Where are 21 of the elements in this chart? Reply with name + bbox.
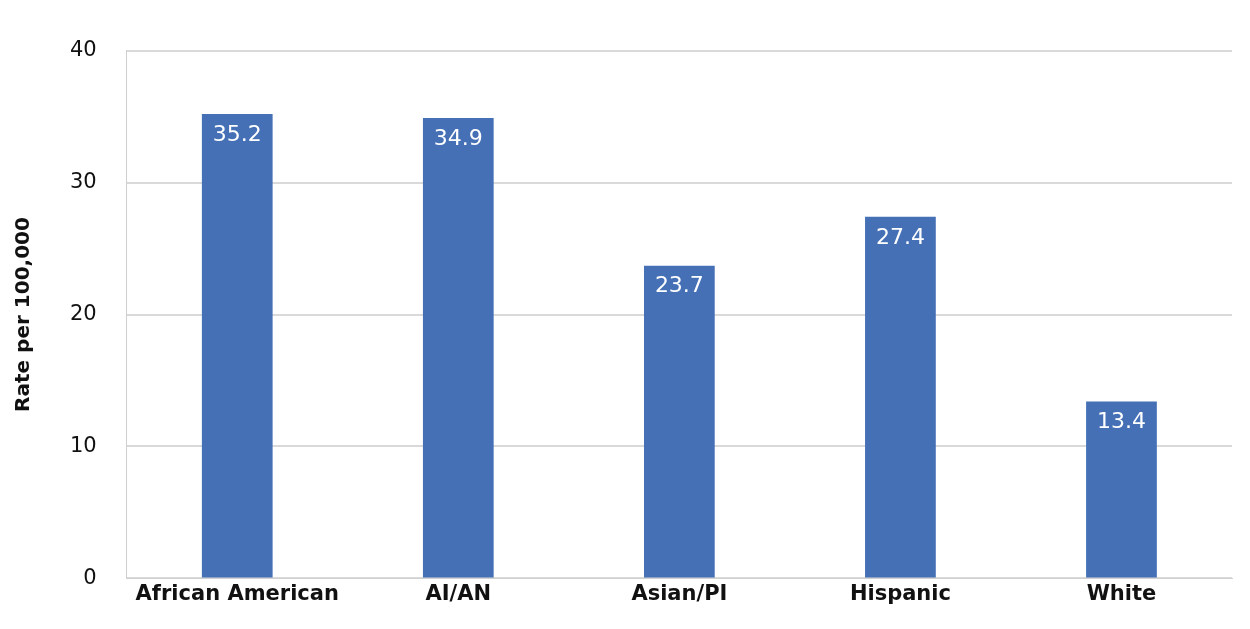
y-tick-label: 40 bbox=[69, 37, 97, 62]
data-label: 34.9 bbox=[433, 124, 483, 150]
x-tick-label: African American bbox=[135, 581, 339, 606]
data-label: 23.7 bbox=[654, 272, 704, 298]
bar bbox=[422, 117, 494, 578]
y-axis-title: Rate per 100,000 bbox=[10, 217, 35, 412]
x-tick-label: Asian/PI bbox=[631, 581, 728, 606]
data-label: 35.2 bbox=[212, 120, 262, 146]
y-tick-label: 10 bbox=[69, 432, 97, 457]
bar bbox=[201, 113, 273, 578]
y-tick-label: 20 bbox=[69, 300, 97, 325]
x-tick-label: White bbox=[1086, 581, 1157, 606]
data-label: 27.4 bbox=[875, 223, 925, 249]
bar bbox=[643, 265, 715, 578]
x-tick-label: AI/AN bbox=[425, 581, 492, 606]
y-tick-label: 0 bbox=[83, 564, 97, 589]
bar bbox=[1086, 401, 1157, 578]
y-tick-label: 30 bbox=[69, 169, 97, 193]
x-tick-label: Hispanic bbox=[849, 581, 951, 606]
data-label: 13.4 bbox=[1096, 408, 1146, 434]
bar bbox=[865, 216, 936, 578]
